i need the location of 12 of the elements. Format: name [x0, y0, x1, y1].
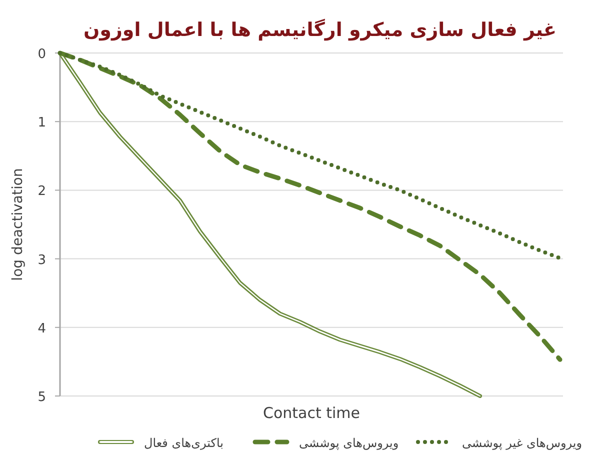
legend-label: باکتری‌های فعال	[144, 436, 224, 450]
y-tick-label: 2	[38, 184, 46, 200]
y-tick-label: 1	[38, 116, 46, 131]
legend-label: ویروس‌های غیر پوششی	[462, 436, 582, 450]
ylabel: log deactivation	[10, 168, 26, 281]
legend-label: ویروس‌های پوششی	[299, 436, 399, 450]
xlabel: Contact time	[262, 404, 360, 422]
title: غیر فعال سازی میکرو ارگانیسم ها با اعمال اوزون	[83, 19, 557, 41]
y-tick-label: 4	[38, 321, 46, 336]
y-tick-label: 5	[38, 390, 46, 405]
y-tick-label: 3	[38, 252, 46, 268]
y-tick-label: 0	[38, 47, 46, 62]
